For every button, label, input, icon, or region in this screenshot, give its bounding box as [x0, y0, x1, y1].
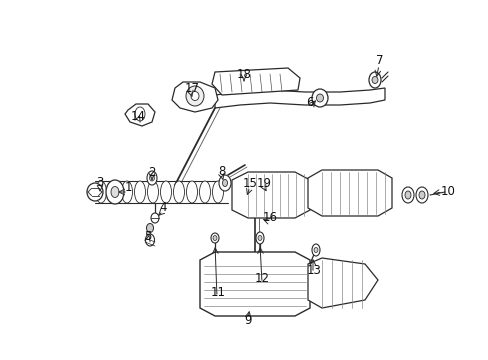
- Text: 8: 8: [218, 166, 225, 179]
- Text: 14: 14: [130, 111, 145, 123]
- Polygon shape: [231, 172, 309, 218]
- Ellipse shape: [134, 181, 145, 203]
- Ellipse shape: [210, 233, 219, 243]
- Text: 12: 12: [254, 273, 269, 285]
- Ellipse shape: [404, 191, 410, 199]
- Ellipse shape: [121, 181, 132, 203]
- Polygon shape: [172, 82, 218, 112]
- Ellipse shape: [191, 91, 199, 100]
- Ellipse shape: [316, 94, 323, 102]
- Text: 5: 5: [144, 230, 151, 243]
- Ellipse shape: [87, 183, 103, 201]
- Ellipse shape: [401, 187, 413, 203]
- Text: 18: 18: [236, 68, 251, 81]
- Ellipse shape: [173, 181, 184, 203]
- Ellipse shape: [106, 180, 124, 204]
- Ellipse shape: [258, 235, 262, 240]
- Ellipse shape: [146, 224, 153, 233]
- Ellipse shape: [185, 86, 203, 106]
- Ellipse shape: [371, 77, 377, 84]
- Ellipse shape: [160, 181, 171, 203]
- Text: 10: 10: [440, 185, 454, 198]
- Text: 17: 17: [184, 82, 199, 95]
- Polygon shape: [307, 170, 391, 216]
- Text: 1: 1: [124, 181, 131, 194]
- Ellipse shape: [135, 107, 145, 121]
- Ellipse shape: [418, 191, 424, 199]
- Polygon shape: [125, 104, 155, 126]
- Ellipse shape: [219, 175, 230, 191]
- Polygon shape: [215, 88, 384, 108]
- Ellipse shape: [199, 181, 210, 203]
- Text: 2: 2: [148, 166, 156, 180]
- Ellipse shape: [145, 234, 154, 246]
- Text: 7: 7: [375, 54, 383, 67]
- Ellipse shape: [311, 244, 319, 256]
- Polygon shape: [200, 252, 309, 316]
- Ellipse shape: [149, 175, 154, 181]
- Ellipse shape: [111, 186, 119, 198]
- Ellipse shape: [213, 235, 217, 240]
- Ellipse shape: [95, 181, 106, 203]
- Ellipse shape: [313, 248, 317, 252]
- Ellipse shape: [222, 180, 227, 186]
- Text: 15: 15: [242, 177, 257, 190]
- Ellipse shape: [147, 181, 158, 203]
- Text: 4: 4: [159, 202, 166, 215]
- Ellipse shape: [256, 232, 264, 244]
- Ellipse shape: [108, 181, 119, 203]
- Ellipse shape: [212, 181, 223, 203]
- Ellipse shape: [151, 213, 159, 223]
- Text: 16: 16: [262, 211, 277, 225]
- Text: 9: 9: [244, 314, 251, 327]
- Text: 19: 19: [256, 177, 271, 190]
- Ellipse shape: [415, 187, 427, 203]
- Ellipse shape: [186, 181, 197, 203]
- Text: 6: 6: [305, 96, 313, 109]
- Text: 11: 11: [210, 287, 225, 300]
- Ellipse shape: [147, 171, 157, 185]
- Ellipse shape: [368, 72, 380, 88]
- Polygon shape: [307, 258, 377, 308]
- Polygon shape: [212, 68, 299, 95]
- Text: 3: 3: [96, 176, 103, 189]
- Text: 13: 13: [306, 264, 321, 276]
- Ellipse shape: [311, 89, 327, 107]
